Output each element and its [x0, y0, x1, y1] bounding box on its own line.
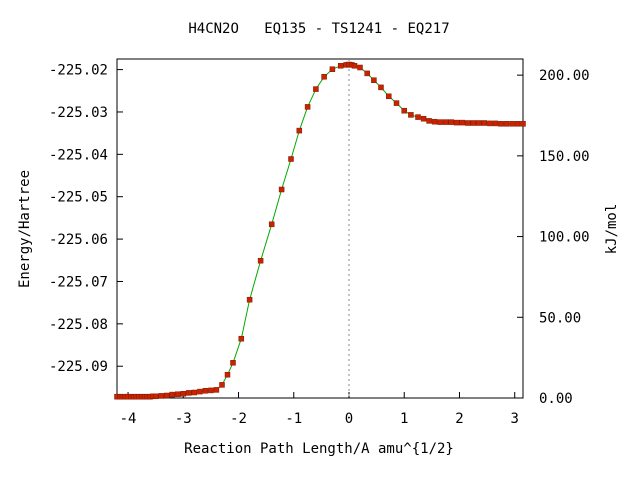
data-point — [465, 120, 471, 126]
data-point — [492, 120, 499, 127]
data-point — [158, 393, 164, 399]
x-tick-label: 3 — [510, 411, 518, 427]
data-point — [442, 119, 449, 125]
y-tick-label: -225.07 — [49, 274, 108, 290]
data-point — [313, 86, 319, 92]
y-tick-label: -225.05 — [49, 190, 108, 206]
data-point — [437, 119, 443, 125]
data-point — [357, 64, 363, 71]
data-point — [415, 114, 421, 120]
data-point — [278, 186, 285, 193]
y-tick-label: -225.09 — [49, 359, 108, 375]
data-point — [520, 121, 526, 127]
data-point — [257, 257, 264, 264]
data-point — [169, 391, 175, 398]
data-point — [329, 66, 336, 72]
data-point — [208, 387, 214, 394]
data-point — [481, 120, 488, 126]
x-tick-label: -1 — [285, 411, 302, 427]
data-point — [470, 120, 477, 126]
energy-series-line — [117, 63, 523, 398]
data-point — [191, 389, 198, 396]
data-point — [268, 221, 275, 228]
y-tick-label: -225.03 — [49, 105, 108, 121]
y2-tick-label: 200.00 — [539, 68, 590, 84]
data-point — [238, 335, 245, 342]
data-point — [476, 120, 482, 126]
plot-frame — [116, 58, 524, 399]
data-point — [163, 392, 170, 399]
data-point — [459, 119, 465, 126]
y2-tick-label: 100.00 — [539, 230, 590, 246]
data-point — [386, 93, 392, 100]
data-point — [152, 393, 159, 400]
x-tick-label: 2 — [455, 411, 463, 427]
data-point — [213, 387, 220, 393]
y-tick-label: -225.06 — [49, 232, 108, 248]
data-point — [202, 388, 209, 394]
data-point — [304, 104, 311, 110]
data-point — [378, 84, 384, 91]
data-point — [288, 156, 294, 162]
data-point — [224, 371, 231, 378]
data-point — [426, 118, 432, 124]
y-tick-label: -225.04 — [49, 147, 108, 163]
y-tick-label: -225.08 — [49, 317, 108, 333]
data-point — [186, 390, 192, 396]
data-point — [230, 360, 236, 366]
data-point — [487, 120, 493, 127]
data-point — [509, 121, 515, 127]
chart-title: H4CN2O EQ135 - TS1241 - EQ217 — [188, 21, 449, 37]
y2-tick-label: 50.00 — [539, 310, 581, 326]
data-point — [219, 382, 225, 388]
data-point — [514, 121, 521, 127]
data-point — [371, 77, 377, 83]
x-tick-label: 1 — [400, 411, 408, 427]
data-point — [180, 391, 187, 397]
data-point — [408, 112, 414, 118]
x-tick-label: -2 — [230, 411, 247, 427]
data-point — [337, 63, 344, 69]
data-point — [448, 119, 454, 125]
data-layer — [114, 59, 526, 400]
data-point — [175, 391, 181, 397]
data-point — [351, 63, 358, 69]
y-tick-label: -225.02 — [49, 63, 108, 79]
y2-axis-label: kJ/mol — [604, 204, 620, 255]
x-tick-label: -4 — [120, 411, 137, 427]
x-tick-label: 0 — [345, 411, 353, 427]
data-point — [453, 119, 460, 126]
x-axis-label: Reaction Path Length/A amu^{1/2} — [184, 441, 454, 457]
data-point — [393, 100, 400, 106]
data-point — [364, 70, 370, 77]
data-point — [246, 296, 253, 303]
x-tick-label: -3 — [175, 411, 192, 427]
data-point — [401, 107, 407, 114]
axes-layer: -4 -3 -2 -1 0 1 2 3 -225.02 -225.03 -225.04 -225.05… — [49, 63, 590, 427]
data-point — [197, 388, 203, 395]
data-point — [321, 74, 327, 80]
data-point — [420, 115, 427, 122]
data-point — [498, 121, 504, 127]
y2-tick-label: 150.00 — [539, 149, 590, 165]
data-point — [431, 118, 438, 125]
y2-tick-label: 0.00 — [539, 391, 573, 407]
y-axis-label: Energy/Hartree — [17, 170, 33, 288]
data-point — [503, 121, 510, 127]
data-point — [296, 127, 303, 134]
